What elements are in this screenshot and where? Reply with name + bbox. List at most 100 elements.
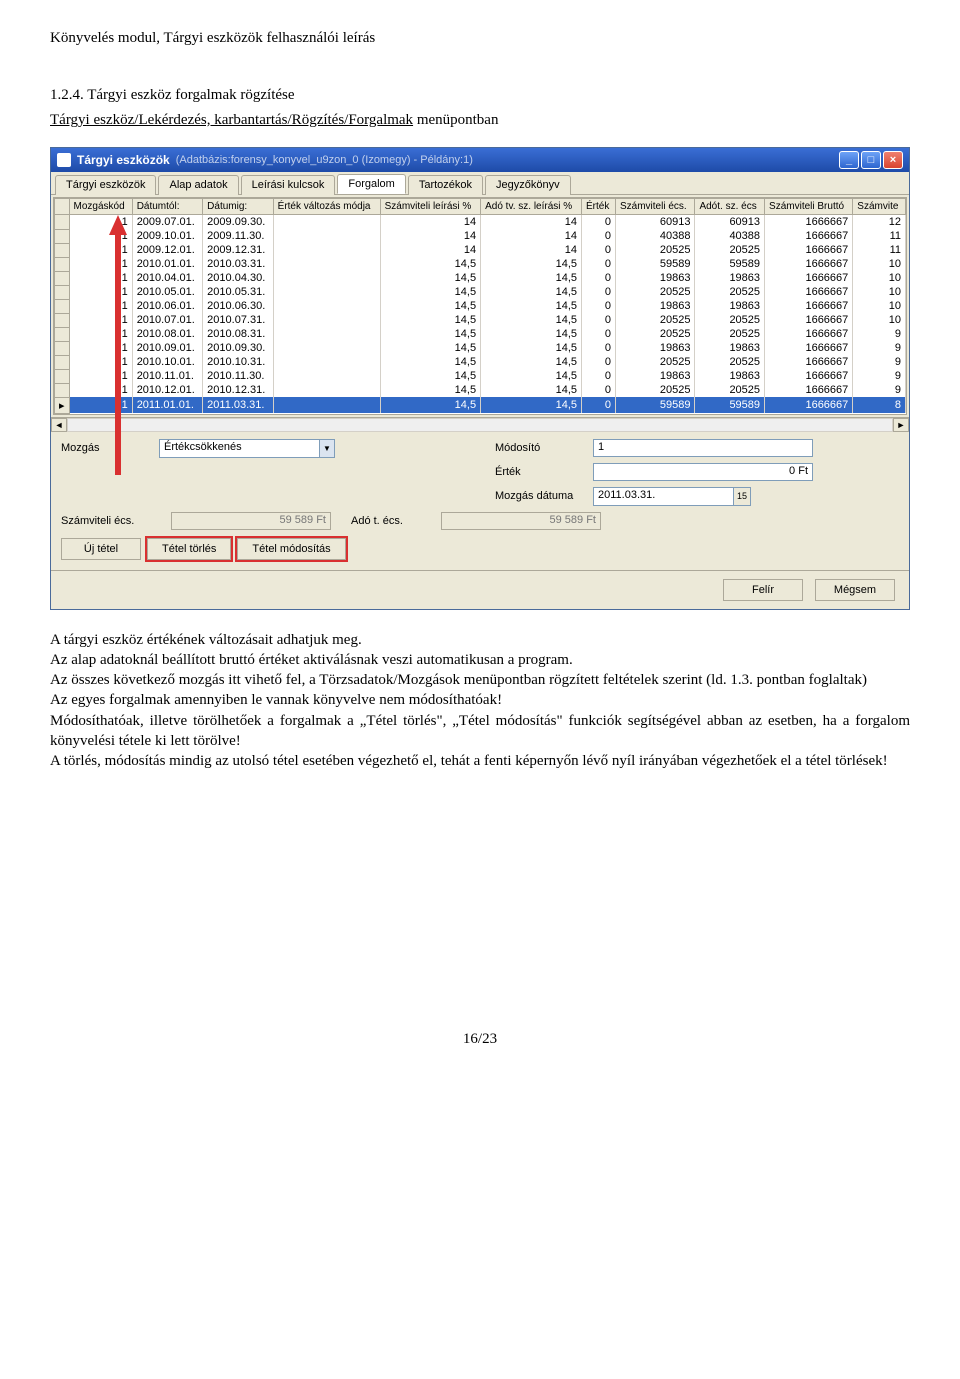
tab-tárgyi-eszközök[interactable]: Tárgyi eszközök bbox=[55, 175, 156, 195]
tab-forgalom[interactable]: Forgalom bbox=[337, 174, 405, 194]
table-row[interactable]: ▸12011.01.01.2011.03.31.14,514,505958959… bbox=[55, 397, 906, 413]
cell bbox=[273, 243, 380, 257]
row-indicator bbox=[55, 355, 70, 369]
table-row[interactable]: 12010.11.01.2010.11.30.14,514,5019863198… bbox=[55, 369, 906, 383]
cell: 2010.12.01. bbox=[132, 383, 202, 397]
cell: 19863 bbox=[615, 299, 694, 313]
cell: 19863 bbox=[695, 299, 765, 313]
cell: 1666667 bbox=[765, 341, 853, 355]
column-header[interactable]: Érték bbox=[582, 199, 616, 215]
column-header[interactable]: Dátumig: bbox=[203, 199, 273, 215]
cell: 1666667 bbox=[765, 285, 853, 299]
cell bbox=[273, 257, 380, 271]
cell: 1666667 bbox=[765, 229, 853, 243]
cell: 14,5 bbox=[481, 383, 582, 397]
tab-alap-adatok[interactable]: Alap adatok bbox=[158, 175, 238, 195]
cell: 2009.10.01. bbox=[132, 229, 202, 243]
cell: 2010.08.31. bbox=[203, 327, 273, 341]
data-grid[interactable]: MozgáskódDátumtól:Dátumig:Érték változás… bbox=[53, 197, 907, 415]
uj-tetel-button[interactable]: Új tétel bbox=[61, 538, 141, 560]
ertek-field[interactable]: 0 Ft bbox=[593, 463, 813, 481]
column-header[interactable]: Számviteli leírási % bbox=[380, 199, 481, 215]
tetel-modositas-button[interactable]: Tétel módosítás bbox=[237, 538, 345, 560]
table-row[interactable]: 12010.07.01.2010.07.31.14,514,5020525205… bbox=[55, 313, 906, 327]
tab-leírási-kulcsok[interactable]: Leírási kulcsok bbox=[241, 175, 336, 195]
horizontal-scrollbar[interactable]: ◄ ► bbox=[51, 417, 909, 433]
table-row[interactable]: 12009.10.01.2009.11.30.14140403884038816… bbox=[55, 229, 906, 243]
cell: 9 bbox=[853, 355, 906, 369]
scroll-left-button[interactable]: ◄ bbox=[51, 418, 67, 432]
cell bbox=[273, 271, 380, 285]
row-indicator bbox=[55, 285, 70, 299]
section-path-suffix: menüpontban bbox=[413, 112, 498, 128]
cell: 2010.07.31. bbox=[203, 313, 273, 327]
doc-header: Könyvelés modul, Tárgyi eszközök felhasz… bbox=[50, 30, 910, 47]
cell: 1666667 bbox=[765, 313, 853, 327]
cell: 10 bbox=[853, 271, 906, 285]
cell: 20525 bbox=[615, 285, 694, 299]
maximize-button[interactable]: □ bbox=[861, 151, 881, 169]
scroll-right-button[interactable]: ► bbox=[893, 418, 909, 432]
cell: 14,5 bbox=[380, 299, 481, 313]
row-indicator: ▸ bbox=[55, 397, 70, 413]
mozgas-combo[interactable]: Értékcsökkenés bbox=[159, 439, 319, 458]
cell: 14,5 bbox=[380, 397, 481, 413]
cell: 9 bbox=[853, 369, 906, 383]
cell: 0 bbox=[582, 355, 616, 369]
felir-button[interactable]: Felír bbox=[723, 579, 803, 601]
table-row[interactable]: 12010.10.01.2010.10.31.14,514,5020525205… bbox=[55, 355, 906, 369]
cell: 20525 bbox=[615, 383, 694, 397]
column-header[interactable]: Adó tv. sz. leírási % bbox=[481, 199, 582, 215]
minimize-button[interactable]: _ bbox=[839, 151, 859, 169]
column-header[interactable]: Érték változás módja bbox=[273, 199, 380, 215]
cell: 20525 bbox=[695, 243, 765, 257]
adoecs-field: 59 589 Ft bbox=[441, 512, 601, 530]
table-row[interactable]: 12009.07.01.2009.09.30.14140609136091316… bbox=[55, 215, 906, 230]
calendar-icon[interactable]: 15 bbox=[733, 487, 751, 506]
modosito-field[interactable]: 1 bbox=[593, 439, 813, 457]
table-row[interactable]: 12010.08.01.2010.08.31.14,514,5020525205… bbox=[55, 327, 906, 341]
scroll-track[interactable] bbox=[67, 418, 893, 432]
row-indicator bbox=[55, 257, 70, 271]
column-header[interactable]: Számviteli écs. bbox=[615, 199, 694, 215]
table-row[interactable]: 12010.06.01.2010.06.30.14,514,5019863198… bbox=[55, 299, 906, 313]
column-header[interactable]: Számviteli Bruttó bbox=[765, 199, 853, 215]
cell: 14,5 bbox=[380, 369, 481, 383]
cell: 2010.05.31. bbox=[203, 285, 273, 299]
row-indicator bbox=[55, 313, 70, 327]
cell: 14,5 bbox=[481, 285, 582, 299]
cell: 2010.09.01. bbox=[132, 341, 202, 355]
table-row[interactable]: 12010.04.01.2010.04.30.14,514,5019863198… bbox=[55, 271, 906, 285]
table-row[interactable]: 12009.12.01.2009.12.31.14140205252052516… bbox=[55, 243, 906, 257]
table-row[interactable]: 12010.12.01.2010.12.31.14,514,5020525205… bbox=[55, 383, 906, 397]
tab-jegyzőkönyv[interactable]: Jegyzőkönyv bbox=[485, 175, 571, 195]
cell: 2010.07.01. bbox=[132, 313, 202, 327]
cell: 19863 bbox=[615, 271, 694, 285]
cell: 14 bbox=[481, 229, 582, 243]
table-row[interactable]: 12010.05.01.2010.05.31.14,514,5020525205… bbox=[55, 285, 906, 299]
cell: 2010.11.30. bbox=[203, 369, 273, 383]
megsem-button[interactable]: Mégsem bbox=[815, 579, 895, 601]
cell: 14 bbox=[380, 243, 481, 257]
table-row[interactable]: 12010.09.01.2010.09.30.14,514,5019863198… bbox=[55, 341, 906, 355]
cell: 14,5 bbox=[481, 299, 582, 313]
column-header[interactable]: Dátumtól: bbox=[132, 199, 202, 215]
tab-tartozékok[interactable]: Tartozékok bbox=[408, 175, 483, 195]
cell bbox=[273, 299, 380, 313]
cell: 1666667 bbox=[765, 355, 853, 369]
cell: 1666667 bbox=[765, 327, 853, 341]
row-indicator bbox=[55, 383, 70, 397]
column-header[interactable]: Adót. sz. écs bbox=[695, 199, 765, 215]
szecs-field: 59 589 Ft bbox=[171, 512, 331, 530]
column-header[interactable]: Számvite bbox=[853, 199, 906, 215]
row-indicator bbox=[55, 229, 70, 243]
modosito-label: Módosító bbox=[495, 442, 585, 454]
cell: 14,5 bbox=[481, 341, 582, 355]
close-button[interactable]: × bbox=[883, 151, 903, 169]
column-header[interactable]: Mozgáskód bbox=[69, 199, 132, 215]
tetel-torles-button[interactable]: Tétel törlés bbox=[147, 538, 231, 560]
cell: 1666667 bbox=[765, 257, 853, 271]
mozgas-datuma-field[interactable]: 2011.03.31. bbox=[593, 487, 733, 506]
chevron-down-icon[interactable]: ▼ bbox=[319, 439, 335, 458]
table-row[interactable]: 12010.01.01.2010.03.31.14,514,5059589595… bbox=[55, 257, 906, 271]
